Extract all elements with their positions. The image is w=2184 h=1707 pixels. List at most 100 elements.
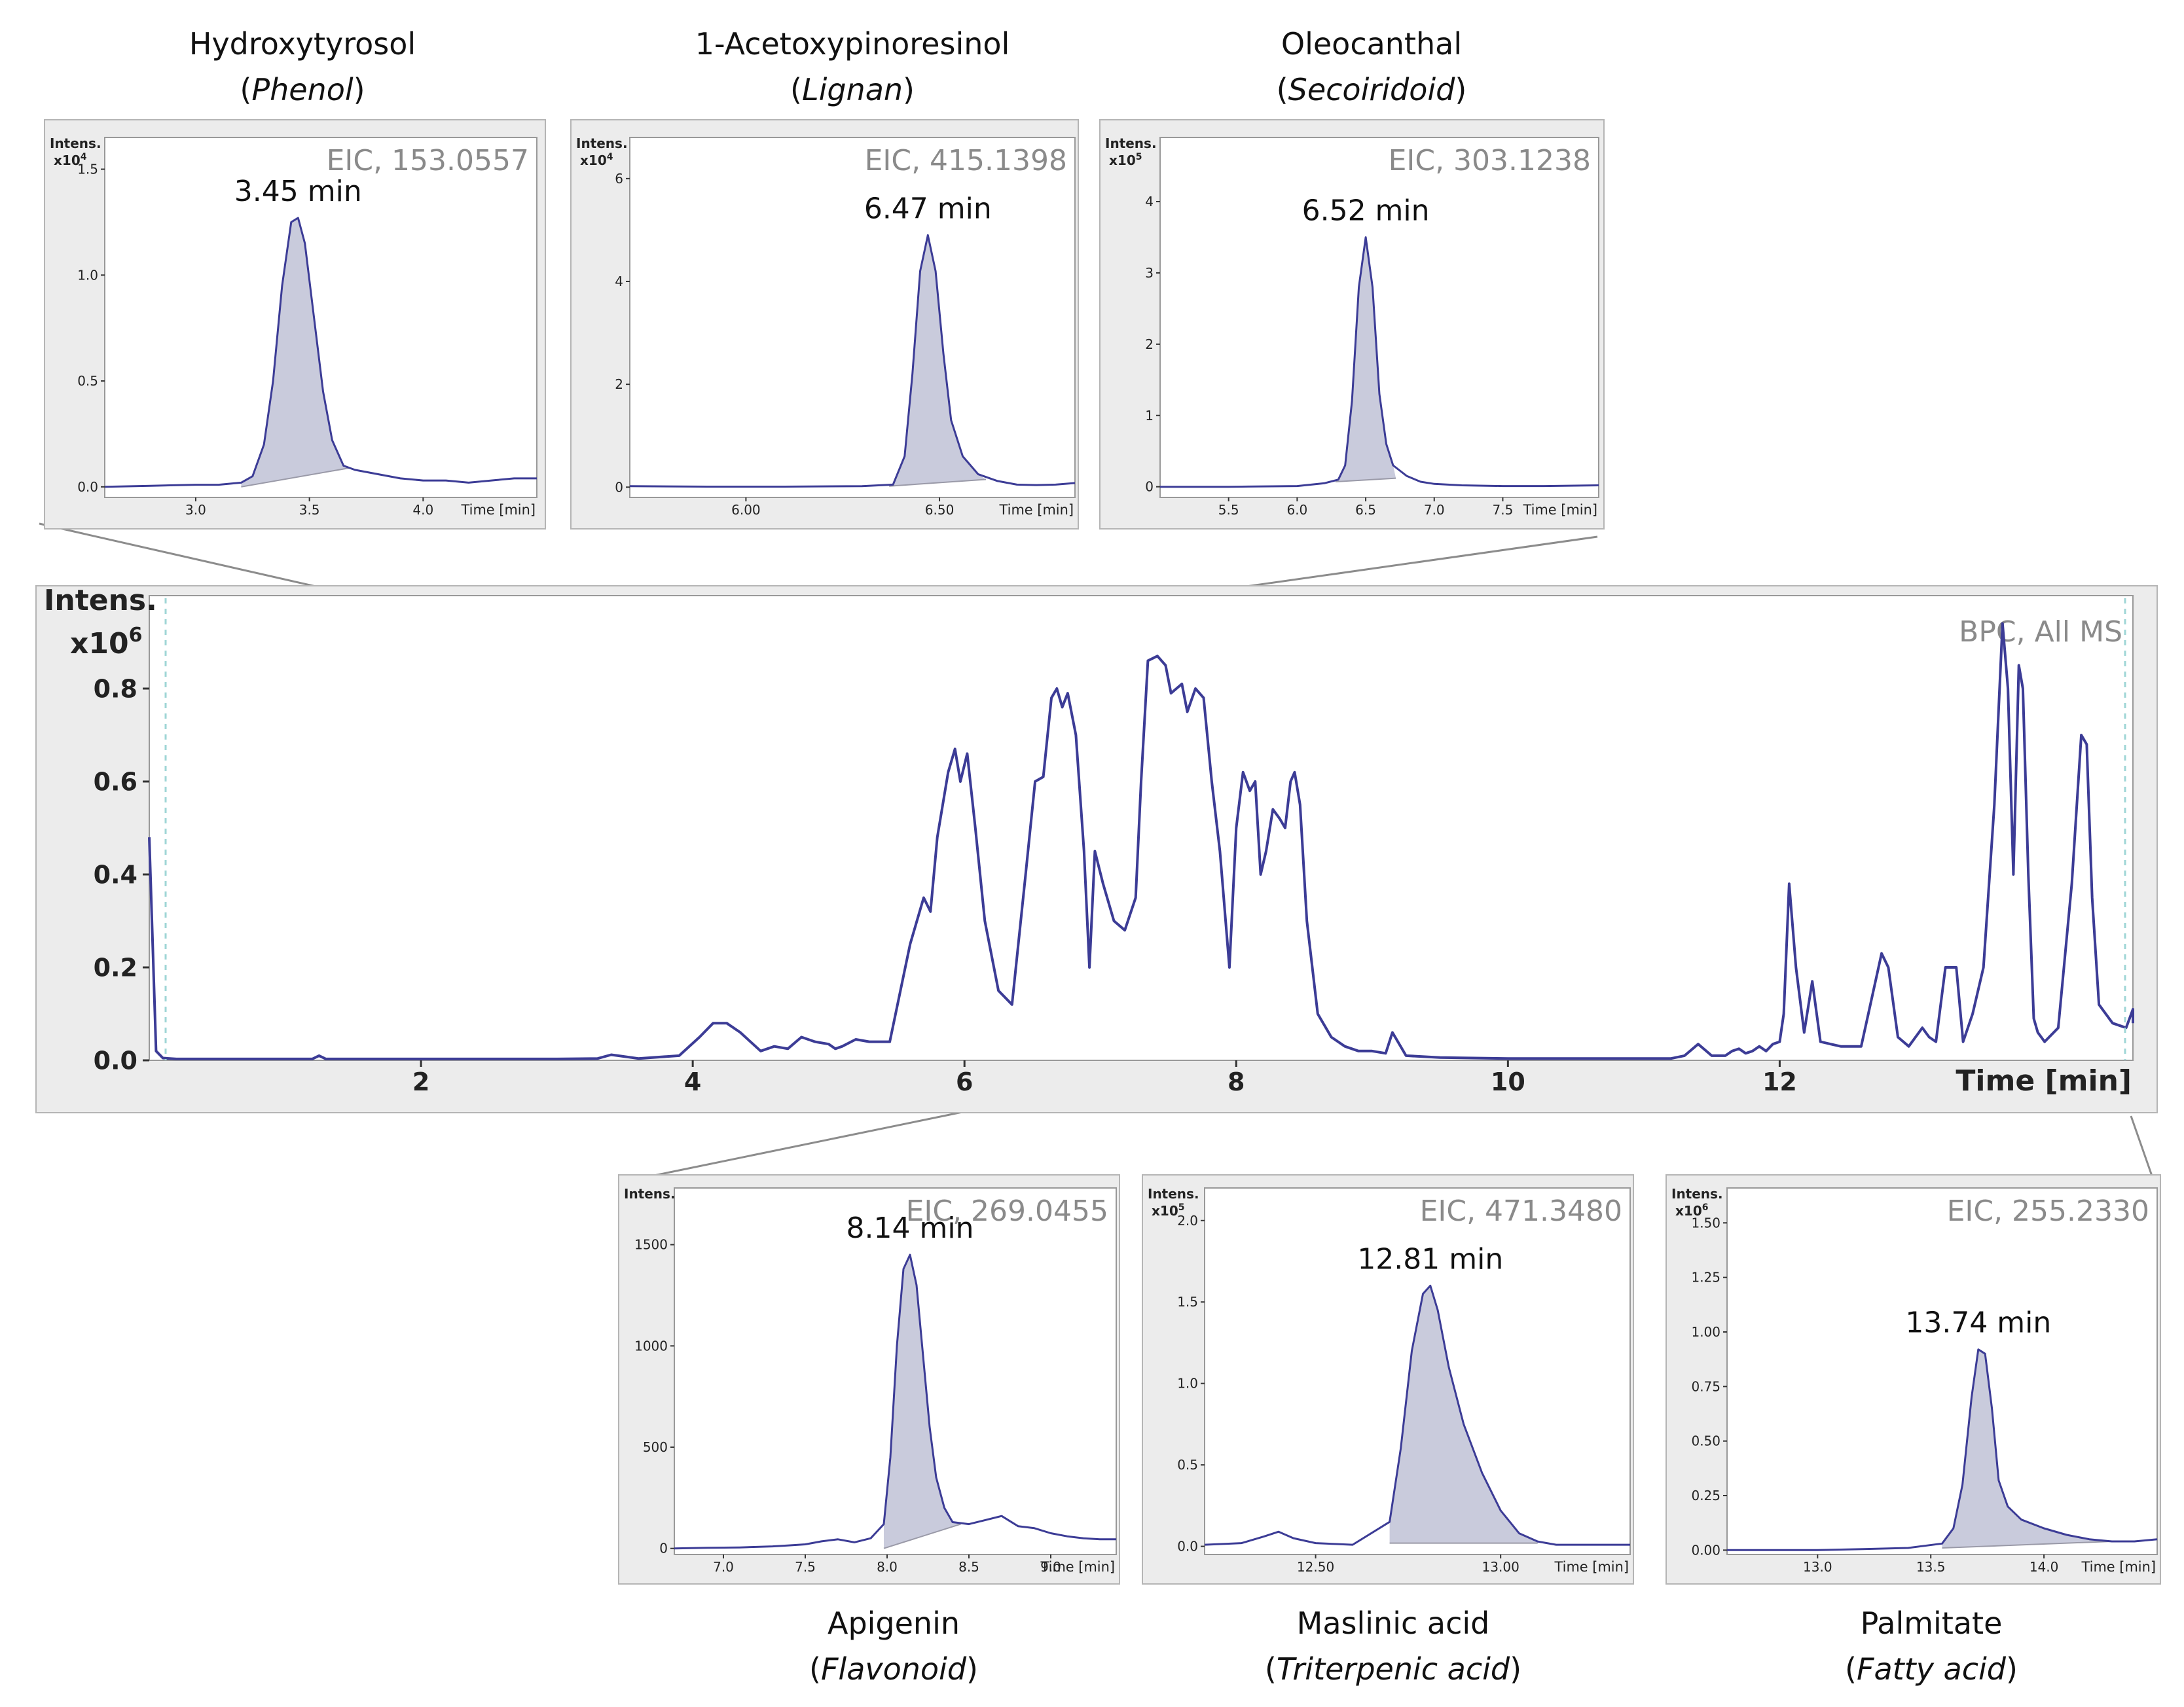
y-axis-multiplier: x104: [580, 152, 613, 168]
peak-area: [1389, 1285, 1538, 1543]
y-tick-label: 500: [643, 1439, 668, 1455]
y-tick-label: 0.5: [1177, 1457, 1198, 1473]
y-axis-exponent: 5: [1136, 152, 1142, 162]
x-tick-label: 4: [684, 1068, 701, 1096]
y-tick-label: 0.5: [77, 373, 98, 389]
caption-maslinic: Maslinic acid (Triterpenic acid): [1265, 1600, 1521, 1692]
x-tick-label: 7.0: [1424, 502, 1445, 518]
compound-class: (Triterpenic acid): [1264, 1651, 1522, 1687]
compound-name: Maslinic acid: [1296, 1606, 1490, 1641]
connector-line: [1204, 535, 1598, 594]
y-axis-exponent: 4: [81, 152, 87, 162]
panel-label: BPC, All MS: [1959, 615, 2122, 649]
x-tick-label: 6.0: [1286, 502, 1307, 518]
x-axis-label: Time [min]: [999, 502, 1074, 518]
chromatogram-trace: [1727, 1348, 2158, 1551]
x-tick-label: 12.50: [1297, 1559, 1334, 1575]
y-tick-label: 1.25: [1691, 1270, 1720, 1285]
y-axis-label: Intens.: [44, 584, 157, 617]
y-tick-label: 0.50: [1691, 1433, 1720, 1449]
x-axis-label: Time [min]: [2081, 1559, 2156, 1575]
compound-class: (Flavonoid): [809, 1651, 978, 1687]
x-tick-label: 14.0: [2029, 1559, 2059, 1575]
x-tick-label: 6.5: [1355, 502, 1376, 518]
connector-line: [2130, 1115, 2155, 1182]
chromatogram-trace: [1160, 236, 1599, 488]
x-tick-label: 10: [1491, 1068, 1525, 1096]
x-tick-label: 4.0: [412, 502, 433, 518]
x-tick-label: 8: [1228, 1068, 1245, 1096]
x-tick-label: 7.5: [1493, 502, 1514, 518]
y-tick-label: 0.75: [1691, 1378, 1720, 1394]
y-tick-label: 0: [615, 479, 623, 495]
chart-maslinic: 0.0 0.5 1.0 1.5 2.0 12.50 13.00 Time [min] Inten…: [1142, 1174, 1634, 1585]
peak-area: [884, 1255, 961, 1549]
panel-label: EIC, 303.1238: [1389, 144, 1591, 177]
y-tick-label: 4: [615, 274, 623, 289]
peak-area: [889, 235, 986, 486]
y-tick-label: 1000: [634, 1338, 668, 1354]
peak-baseline: [1942, 1541, 2112, 1549]
y-axis-label: Intens.: [1671, 1186, 1723, 1202]
charts-layer: 0.00.20.40.60.82 4 6 8 10 12 Time [min]Intens.…: [35, 119, 2161, 1585]
y-axis-label: Intens.: [624, 1186, 676, 1202]
x-tick-label: 7.5: [795, 1559, 816, 1575]
y-tick-label: 3: [1145, 265, 1154, 281]
x-axis-label: Time [min]: [1040, 1559, 1115, 1575]
compound-class-text: Triterpenic acid: [1276, 1651, 1510, 1687]
plot-area: [1726, 1187, 2158, 1555]
peak-area: [1942, 1349, 2112, 1548]
x-axis-label: Time [min]: [1554, 1559, 1629, 1575]
x-tick-label: 7.0: [713, 1559, 734, 1575]
y-tick-label: 0.0: [1177, 1539, 1198, 1554]
plot-area: [629, 137, 1076, 498]
panel-label: EIC, 255.2330: [1947, 1195, 2149, 1228]
peak-baseline: [889, 478, 987, 487]
compound-class-text: Flavonoid: [820, 1651, 967, 1687]
x-tick-label: 5.5: [1218, 502, 1239, 518]
peak-label: 12.81 min: [1357, 1242, 1503, 1276]
x-tick-label: 8.0: [877, 1559, 898, 1575]
y-tick-label: 1: [1145, 408, 1154, 423]
y-tick-label: 0.0: [94, 1046, 137, 1075]
y-axis-exponent: 6: [129, 624, 143, 647]
chromatogram-trace: [104, 217, 537, 488]
y-tick-label: 0.8: [94, 674, 137, 703]
x-tick-label: 2: [412, 1068, 429, 1096]
y-tick-label: 6: [615, 171, 623, 187]
peak-label: 8.14 min: [846, 1212, 974, 1245]
x-tick-label: 9.0: [1040, 1559, 1061, 1575]
y-axis-exponent: 5: [1178, 1202, 1185, 1213]
x-tick-label: 6.50: [925, 502, 955, 518]
compound-name: Palmitate: [1860, 1606, 2003, 1641]
chart-palmitate: 0.00 0.25 0.50 0.75 1.00 1.25 1.50 13.0 13.5 14.0…: [1665, 1174, 2161, 1585]
y-axis-label: Intens.: [50, 135, 101, 151]
compound-name: Oleocanthal: [1281, 26, 1463, 62]
compound-name: Apigenin: [827, 1606, 960, 1641]
caption-apigenin: Apigenin (Flavonoid): [809, 1600, 978, 1692]
y-tick-label: 0.4: [94, 860, 137, 889]
y-tick-label: 1.00: [1691, 1324, 1720, 1340]
peak-baseline: [241, 467, 351, 488]
compound-class-text: Fatty acid: [1856, 1651, 2007, 1687]
x-tick-label: 8.5: [958, 1559, 979, 1575]
chart-bpc: 0.0 0.2 0.4 0.6 0.8 2 4 6 8 10 12 Time [min] Intens.…: [35, 584, 2158, 1113]
panel-label: EIC, 269.0455: [906, 1195, 1108, 1228]
y-tick-label: 0.0: [77, 479, 98, 495]
compound-class: (Secoiridoid): [1276, 72, 1467, 107]
caption-oleocanthal: Oleocanthal (Secoiridoid): [1277, 21, 1467, 113]
peak-label: 6.52 min: [1302, 194, 1430, 227]
connector-line: [39, 522, 328, 590]
y-tick-label: 1.5: [77, 162, 98, 177]
compound-class-text: Phenol: [251, 72, 354, 107]
compound-class: (Fatty acid): [1845, 1651, 2018, 1687]
chart-hydroxytyrosol: 0.00.51.01.53.0 3.5 4.0 Time [min]Intens.x1…: [44, 119, 546, 530]
y-tick-label: 1500: [634, 1237, 668, 1253]
compound-class: (Lignan): [790, 72, 915, 107]
y-tick-label: 1.0: [77, 267, 98, 283]
y-tick-label: 1.0: [1177, 1376, 1198, 1392]
x-tick-label: 6: [956, 1068, 973, 1096]
y-tick-label: 0.00: [1691, 1542, 1720, 1558]
